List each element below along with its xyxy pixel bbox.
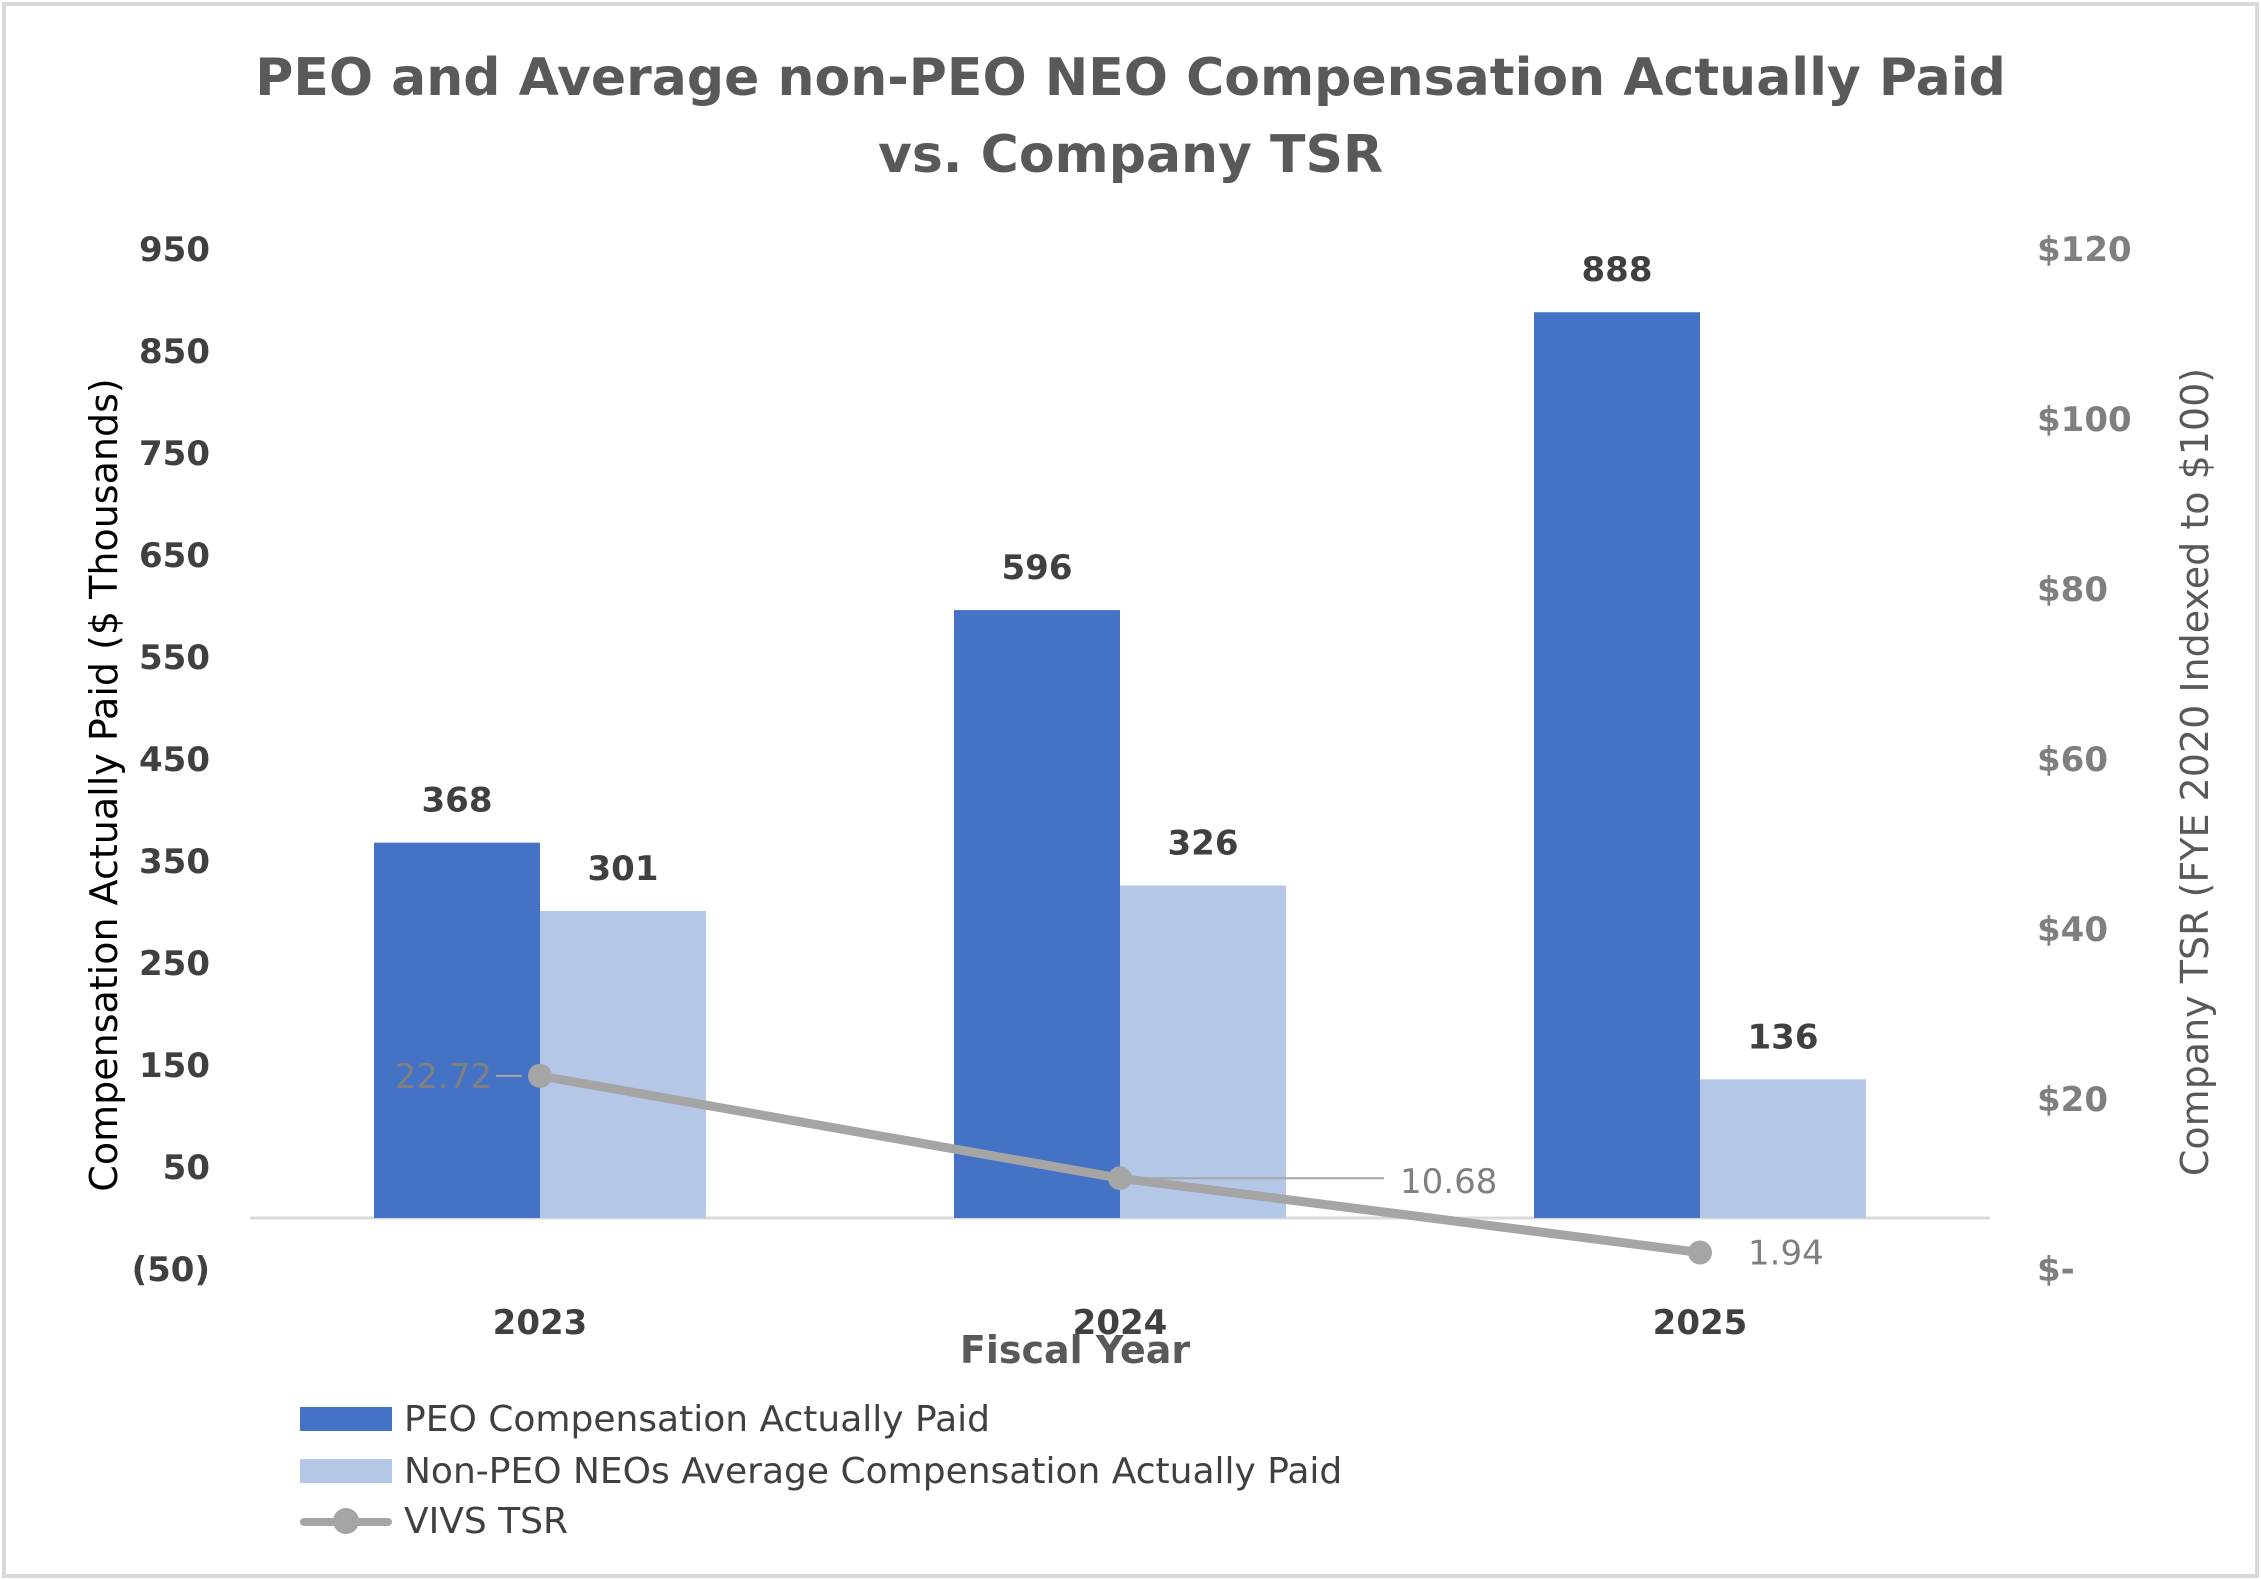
y-right-tick-label: $- (2037, 1250, 2075, 1290)
bar-peo-2025 (1534, 312, 1700, 1218)
y-right-tick-label: $20 (2037, 1080, 2108, 1120)
x-tick-label: 2025 (1653, 1303, 1748, 1343)
y-right-tick-label: $120 (2037, 230, 2132, 270)
bar-value-label: 368 (422, 781, 493, 821)
bars-group (374, 312, 1866, 1218)
x-tick-label: 2023 (493, 1303, 588, 1343)
bar-non-peo-2023 (540, 910, 706, 1218)
legend-label-non-peo: Non-PEO NEOs Average Compensation Actual… (404, 1451, 1343, 1492)
legend-item-non-peo: Non-PEO NEOs Average Compensation Actual… (300, 1447, 1500, 1497)
y-left-tick-label: 350 (139, 842, 210, 882)
y-left-tick-label: 150 (139, 1046, 210, 1086)
bar-non-peo-2024 (1120, 885, 1286, 1218)
tsr-point-2023 (528, 1063, 552, 1088)
bar-non-peo-2025 (1700, 1079, 1866, 1218)
bar-peo-2024 (954, 610, 1120, 1218)
x-tick-label: 2024 (1073, 1303, 1168, 1343)
y-left-tick-label: 250 (139, 944, 210, 984)
y-right-tick-label: $80 (2037, 570, 2108, 610)
legend-swatch-non-peo (300, 1459, 392, 1483)
bar-value-label: 888 (1582, 250, 1653, 290)
y-left-tick-label: 450 (139, 740, 210, 780)
y-left-tick-label: 950 (139, 230, 210, 270)
y-right-tick-label: $60 (2037, 740, 2108, 780)
y-right-tick-label: $40 (2037, 910, 2108, 950)
bar-value-label: 326 (1168, 823, 1239, 863)
legend-swatch-peo (300, 1407, 392, 1431)
y-axis-left-ticks: 950 850 750 650 550 450 350 250 150 50 (50) (132, 230, 210, 1290)
tsr-value-label: 10.68 (1400, 1162, 1497, 1202)
bar-value-label: 301 (588, 849, 659, 889)
tsr-line-group: 22.72 10.68 1.94 (395, 1057, 1824, 1274)
x-axis-ticks: 2023 2024 2025 (493, 1303, 1748, 1343)
y-right-tick-label: $100 (2037, 400, 2132, 440)
bar-peo-2023 (374, 842, 540, 1218)
tsr-point-2025 (1688, 1240, 1712, 1265)
legend-marker-tsr (333, 1508, 359, 1534)
y-left-tick-label: 650 (139, 536, 210, 576)
legend-item-tsr: VIVS TSR (300, 1497, 1500, 1547)
tsr-value-label: 22.72 (395, 1057, 492, 1097)
bar-value-label: 596 (1002, 548, 1073, 588)
y-left-tick-label: 50 (163, 1148, 210, 1188)
y-axis-right-ticks: $120 $100 $80 $60 $40 $20 $- (2037, 230, 2132, 1290)
tsr-point-2024 (1108, 1166, 1132, 1191)
legend-label-tsr: VIVS TSR (404, 1501, 569, 1542)
bar-labels-group: 368 596 888 301 326 136 (422, 250, 1819, 1057)
chart-subtitle: vs. Company TSR (877, 125, 1384, 185)
y-left-tick-label: 850 (139, 332, 210, 372)
x-axis-title: Fiscal Year (960, 1328, 1190, 1372)
y-left-tick-label: 750 (139, 434, 210, 474)
y-left-tick-label: 550 (139, 638, 210, 678)
legend-item-peo: PEO Compensation Actually Paid (300, 1395, 1500, 1445)
tsr-value-label: 1.94 (1748, 1234, 1824, 1274)
legend-label-peo: PEO Compensation Actually Paid (404, 1399, 991, 1440)
bar-value-label: 136 (1748, 1017, 1819, 1057)
y-left-tick-label: (50) (132, 1250, 210, 1290)
y-axis-left-title: Compensation Actually Paid ($ Thousands) (82, 378, 126, 1191)
y-axis-right-title: Company TSR (FYE 2020 Indexed to $100) (2173, 368, 2217, 1176)
chart-title: PEO and Average non-PEO NEO Compensation… (255, 48, 2006, 108)
